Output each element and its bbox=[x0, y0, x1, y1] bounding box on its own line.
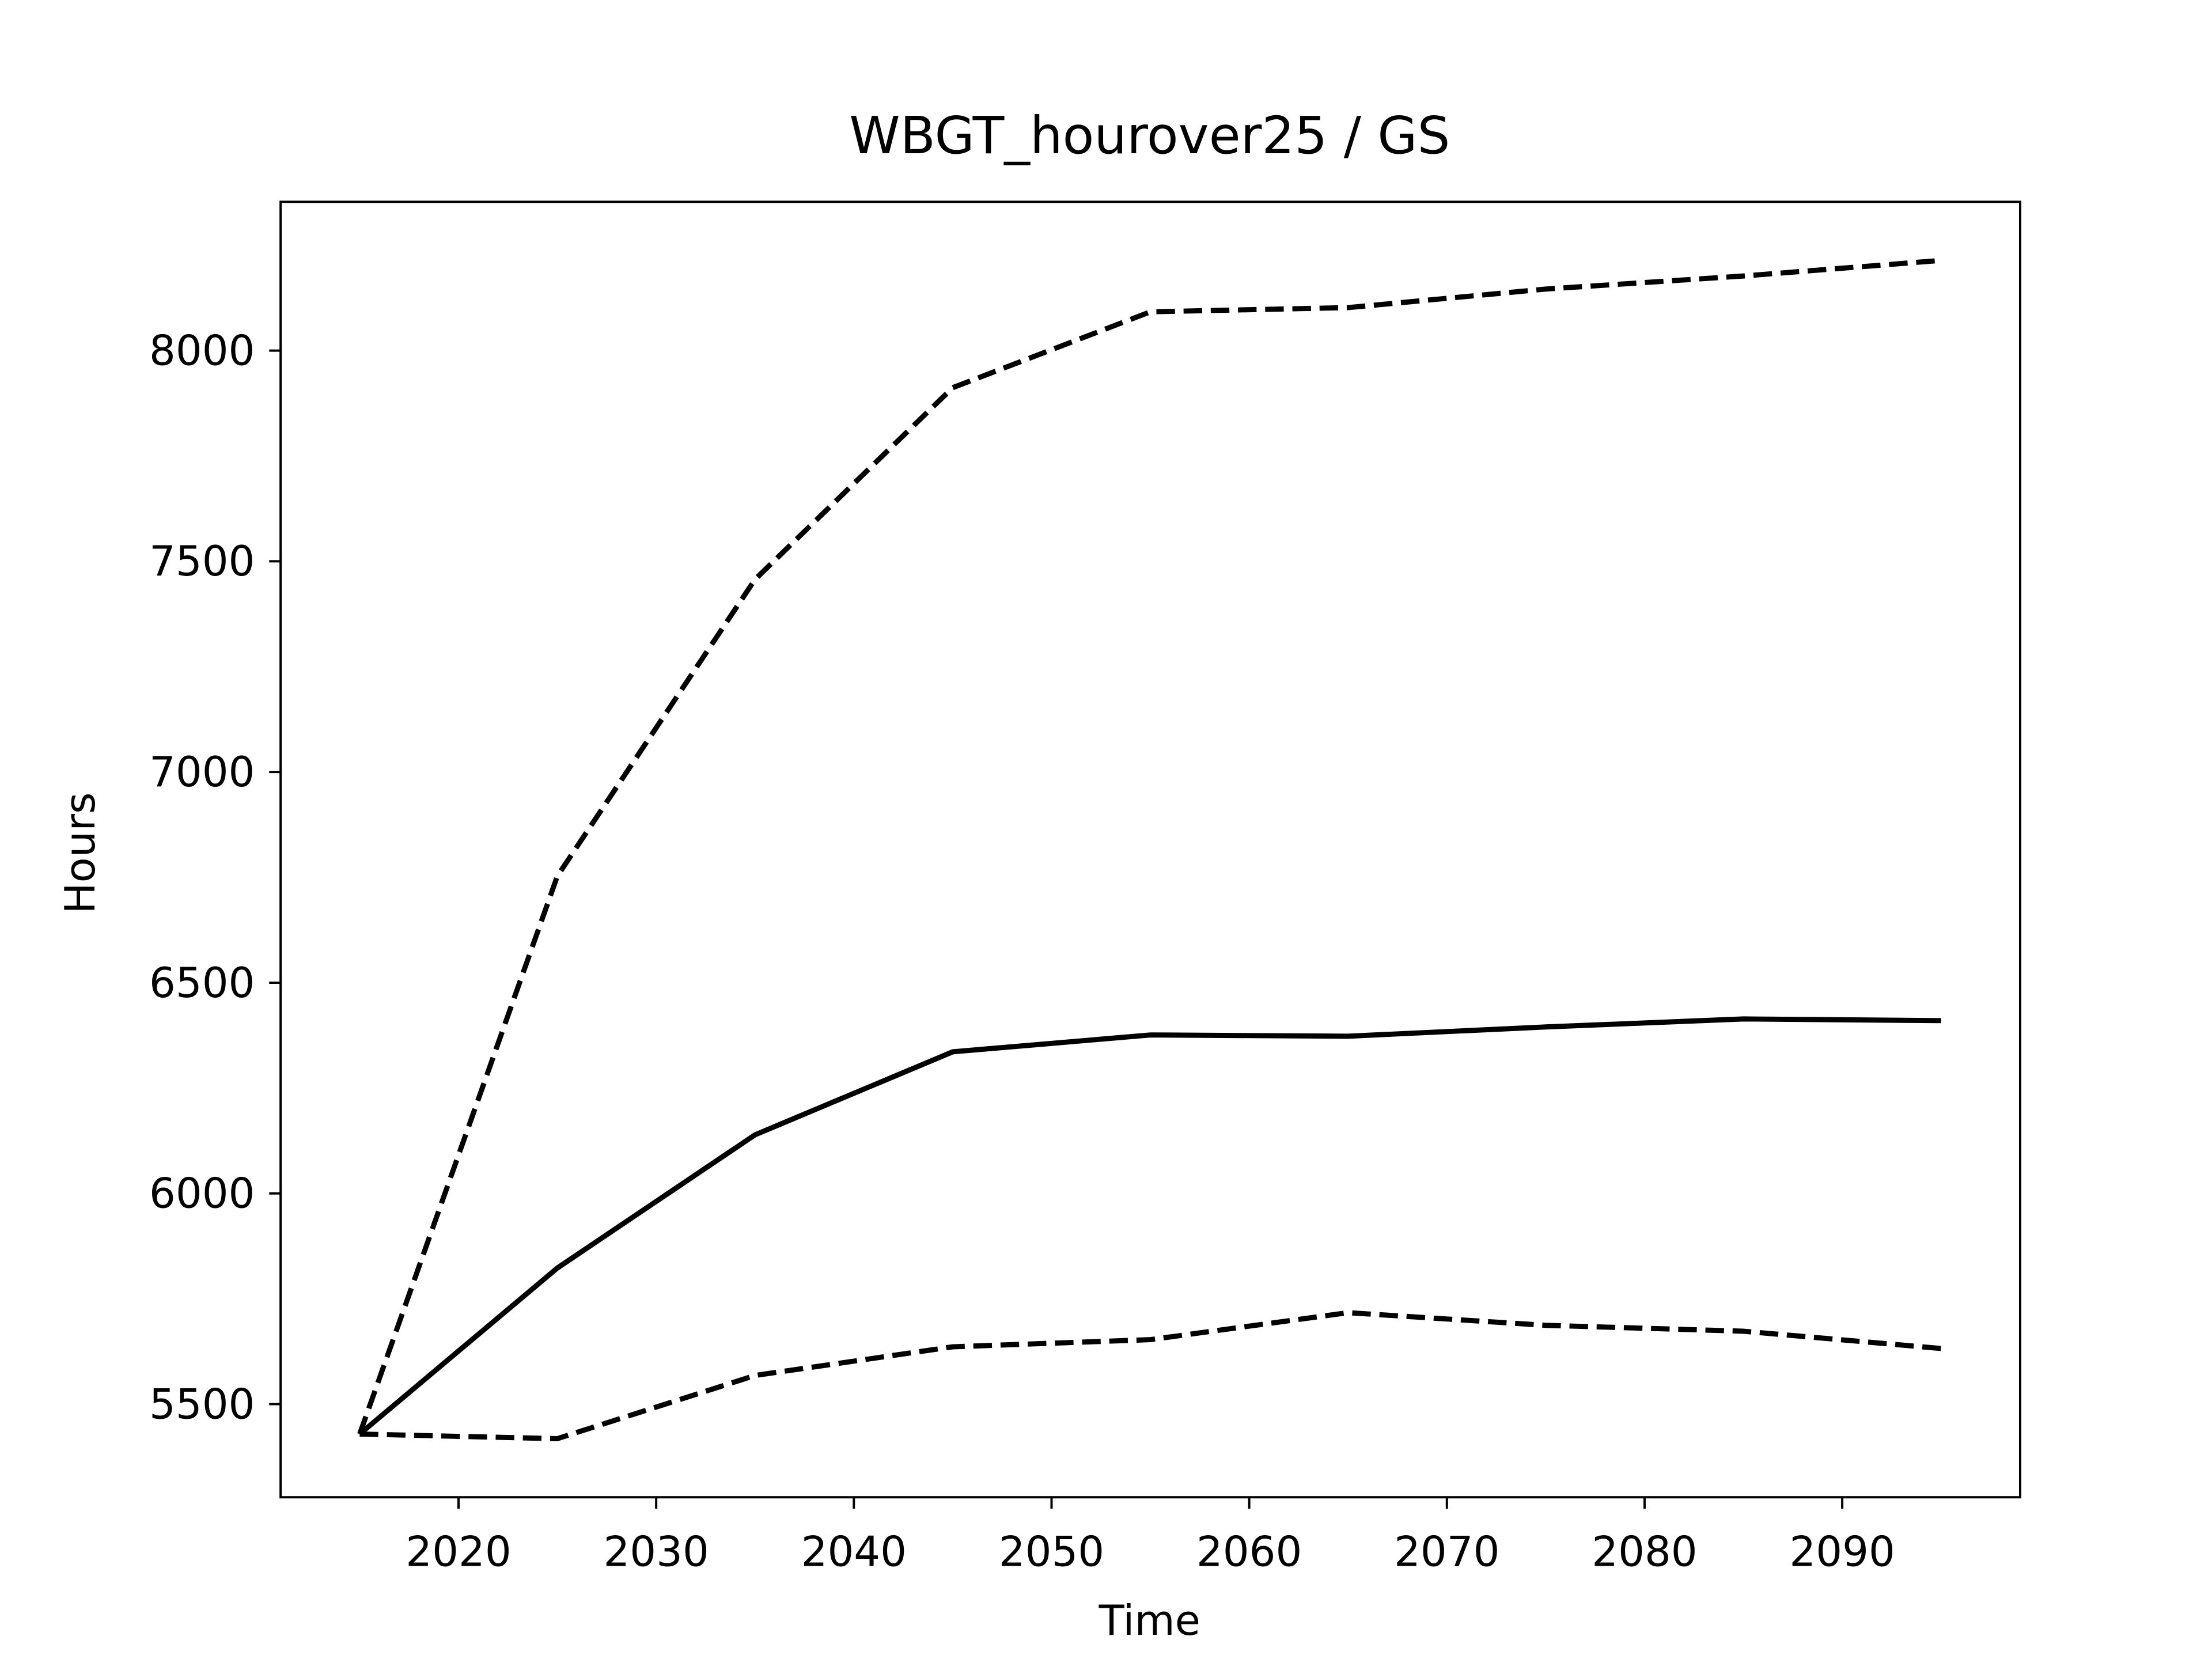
x-tick-label: 2020 bbox=[406, 1527, 511, 1575]
y-tick-label: 7500 bbox=[149, 537, 255, 585]
y-tick-label: 6000 bbox=[149, 1169, 255, 1218]
plot-frame bbox=[279, 200, 2021, 1499]
x-tick-label: 2050 bbox=[999, 1527, 1104, 1575]
y-tick-label: 8000 bbox=[149, 326, 255, 374]
data-line bbox=[358, 1016, 1941, 1436]
y-tick-label: 5500 bbox=[149, 1380, 255, 1428]
x-axis-label: Time bbox=[1099, 1596, 1200, 1645]
x-tick-label: 2070 bbox=[1394, 1527, 1499, 1575]
y-tick-label: 7000 bbox=[149, 748, 255, 796]
chart-title: WBGT_hourover25 / GS bbox=[849, 106, 1450, 166]
y-tick-label: 6500 bbox=[149, 959, 255, 1007]
x-tick-label: 2090 bbox=[1789, 1527, 1895, 1575]
x-tick-label: 2030 bbox=[603, 1527, 709, 1575]
x-tick-label: 2060 bbox=[1196, 1527, 1302, 1575]
data-line bbox=[357, 257, 1942, 1435]
x-tick-label: 2080 bbox=[1592, 1527, 1697, 1575]
y-axis-label: Hours bbox=[56, 792, 104, 914]
data-line bbox=[359, 1310, 1942, 1442]
x-tick-label: 2040 bbox=[801, 1527, 907, 1575]
